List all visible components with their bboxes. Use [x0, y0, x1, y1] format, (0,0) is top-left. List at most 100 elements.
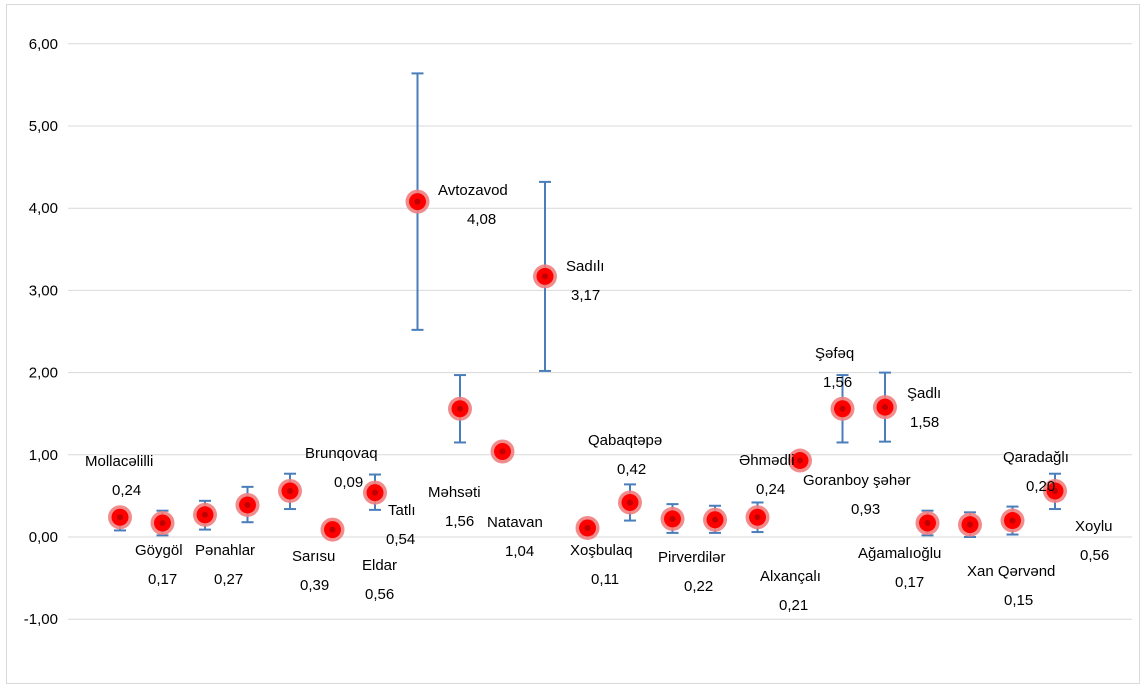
data-label-value: 0,17 [895, 574, 924, 591]
data-label-name: Əhmədli [739, 452, 794, 469]
data-label-value: 0,20 [1026, 478, 1055, 495]
data-point-center [372, 489, 378, 496]
data-labels: Mollacəlilli 0,24 Göygöl 0,17 Pənahlar 0,27 Sa… [85, 182, 1113, 614]
data-point [235, 492, 260, 517]
data-label-name: Goranboy şəhər [803, 472, 911, 489]
data-point [915, 511, 940, 536]
data-label: Məhsəti 1,56 [428, 484, 481, 530]
data-label-name: Tatlı [388, 502, 416, 519]
data-label: Şadlı 1,58 [907, 385, 941, 431]
data-point-center [244, 501, 251, 508]
data-point [405, 189, 430, 214]
data-label: Göygöl 0,17 [135, 542, 183, 588]
data-label-name: Eldar [362, 557, 397, 574]
data-point-center [499, 448, 506, 455]
data-point-center [924, 520, 931, 527]
data-label: Eldar 0,56 [362, 557, 397, 603]
data-label-name: Sarısu [292, 548, 335, 565]
data-point-center [329, 526, 336, 533]
data-point [788, 448, 812, 473]
data-point [703, 507, 727, 532]
data-label-name: Ağamalıoğlu [858, 545, 941, 562]
data-point-center [797, 457, 803, 464]
y-axis-tick-labels: -1,00 0,00 1,00 2,00 3,00 4,00 5,00 6,00 [24, 36, 58, 628]
data-point-center [754, 514, 761, 521]
data-label-value: 0,54 [386, 531, 415, 548]
data-label-value: 0,56 [1080, 547, 1109, 564]
data-label-value: 0,39 [300, 577, 329, 594]
data-point [745, 505, 770, 530]
data-label-value: 0,27 [214, 571, 243, 588]
data-label: Şəfəq 1,56 [815, 345, 854, 391]
data-point-center [712, 516, 718, 523]
data-label: Xoşbulaq 0,11 [570, 542, 633, 588]
data-label-value: 0,56 [365, 586, 394, 603]
data-point-center [414, 198, 421, 205]
data-label-value: 0,24 [756, 481, 785, 498]
data-point [533, 264, 557, 289]
data-label: Brunqovaq 0,09 [305, 445, 378, 491]
data-label-value: 1,56 [445, 513, 474, 530]
data-point-center [839, 405, 846, 412]
data-label-name: Qabaqtəpə [588, 432, 662, 449]
data-label: Mollacəlilli 0,24 [85, 453, 153, 499]
y-tick-label: 3,00 [29, 282, 58, 299]
data-label-value: 4,08 [467, 211, 496, 228]
data-label-name: Göygöl [135, 542, 183, 559]
y-tick-label: 1,00 [29, 447, 58, 464]
data-label-name: Xan Qərvənd [967, 563, 1055, 580]
data-label-name: Pənahlar [195, 542, 255, 559]
data-label-value: 0,22 [684, 578, 713, 595]
data-point [873, 395, 897, 420]
data-point [1000, 508, 1025, 533]
data-label-name: Sadılı [566, 258, 604, 275]
y-tick-label: 4,00 [29, 200, 58, 217]
data-label-value: 1,04 [505, 543, 534, 560]
gridlines [68, 43, 1132, 620]
data-label-name: Xoşbulaq [570, 542, 633, 559]
data-point [575, 515, 600, 540]
data-label-value: 1,58 [910, 414, 939, 431]
data-point [193, 502, 217, 527]
data-point-center [457, 405, 463, 412]
data-label-name: Pirverdilər [658, 549, 726, 566]
data-point [830, 396, 855, 421]
data-point-center [287, 487, 293, 494]
y-tick-label: -1,00 [24, 611, 58, 628]
data-point-center [882, 404, 888, 411]
data-label: Sarısu 0,39 [292, 548, 335, 594]
chart-frame [6, 4, 1140, 684]
data-label: Qabaqtəpə 0,42 [588, 432, 662, 478]
data-point [320, 517, 345, 542]
data-point [363, 480, 387, 505]
data-label-name: Avtozavod [438, 182, 508, 199]
data-point [958, 512, 982, 537]
y-tick-label: 2,00 [29, 365, 58, 382]
data-label-value: 0,17 [148, 571, 177, 588]
data-point [150, 511, 175, 536]
data-label: Ağamalıoğlu 0,17 [858, 545, 941, 591]
data-point-center [669, 515, 676, 522]
data-point-center [627, 499, 633, 506]
y-tick-label: 0,00 [29, 529, 58, 546]
data-point [618, 490, 642, 515]
data-label-value: 3,17 [571, 287, 600, 304]
data-point-center [967, 521, 973, 528]
data-point [108, 505, 132, 530]
data-label: Pənahlar 0,27 [195, 542, 255, 588]
data-label-value: 0,09 [334, 474, 363, 491]
data-label-value: 0,15 [1004, 592, 1033, 609]
data-label: Natavan 1,04 [487, 514, 543, 560]
data-label: Xoylu 0,56 [1075, 518, 1113, 564]
data-point-center [202, 511, 208, 518]
data-label-value: 0,21 [779, 597, 808, 614]
data-label: Tatlı 0,54 [386, 502, 416, 548]
data-point-center [159, 520, 166, 527]
data-point-center [584, 524, 591, 531]
data-label: Pirverdilər 0,22 [658, 549, 726, 595]
data-label-name: Natavan [487, 514, 543, 531]
data-label-name: Xoylu [1075, 518, 1113, 535]
data-point-center [1009, 517, 1016, 524]
data-point-center [1052, 487, 1058, 494]
